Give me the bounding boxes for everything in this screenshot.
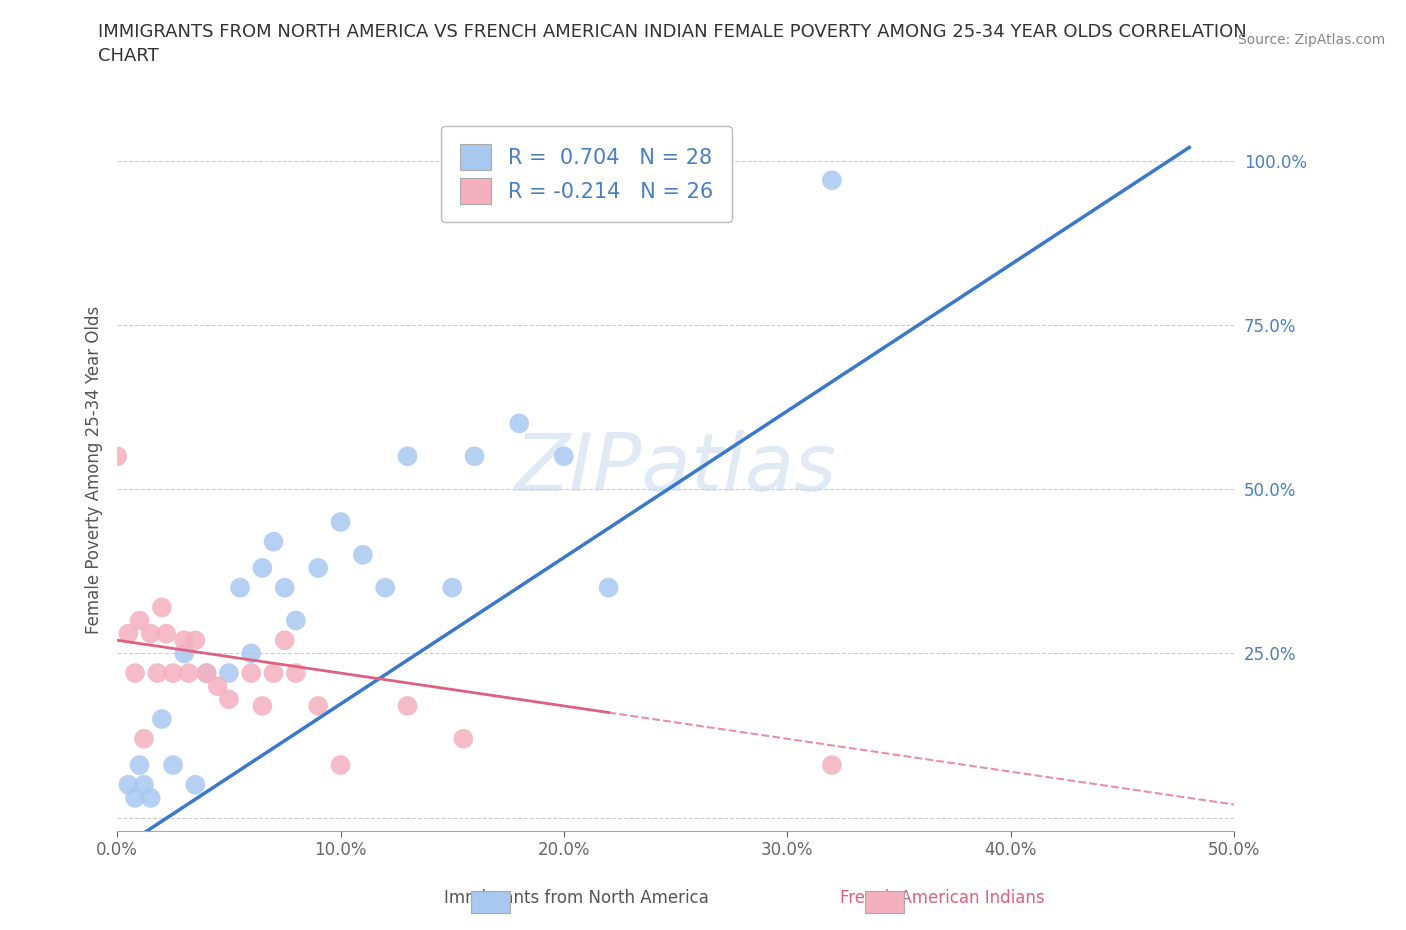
Point [240,646,263,661]
Point [162,666,184,681]
Point [441,580,464,595]
Point [173,632,195,647]
Point [329,514,352,529]
Text: Immigrants from North America: Immigrants from North America [444,889,709,907]
Point [307,698,329,713]
Point [284,666,307,681]
Point [284,613,307,628]
Text: IMMIGRANTS FROM NORTH AMERICA VS FRENCH AMERICAN INDIAN FEMALE POVERTY AMONG 25-: IMMIGRANTS FROM NORTH AMERICA VS FRENCH … [98,23,1247,65]
Point [218,666,240,681]
Y-axis label: Female Poverty Among 25-34 Year Olds: Female Poverty Among 25-34 Year Olds [86,305,103,633]
Point [128,613,150,628]
Point [124,666,146,681]
Point [207,679,229,694]
Point [195,666,218,681]
Text: ZIPatlas: ZIPatlas [515,431,837,509]
Point [821,173,844,188]
Text: French American Indians: French American Indians [839,889,1045,907]
Point [598,580,620,595]
Point [162,758,184,773]
Point [252,561,274,576]
Point [184,632,207,647]
Point [117,777,139,792]
Point [273,632,295,647]
Point [396,449,419,464]
Point [396,698,419,713]
Point [139,626,162,641]
Point [352,548,374,563]
Text: Source: ZipAtlas.com: Source: ZipAtlas.com [1237,33,1385,46]
Point [128,758,150,773]
Point [150,600,173,615]
Point [307,561,329,576]
Point [132,777,155,792]
Point [195,666,218,681]
Point [146,666,169,681]
Point [173,646,195,661]
Point [508,416,530,431]
Point [150,711,173,726]
Point [177,666,200,681]
Point [218,692,240,707]
Point [240,666,263,681]
Point [252,698,274,713]
Point [821,758,844,773]
Point [132,731,155,746]
Point [105,449,128,464]
Point [329,758,352,773]
Point [263,534,285,549]
Point [453,731,475,746]
Point [464,449,486,464]
Legend: R =  0.704   N = 28, R = -0.214   N = 26: R = 0.704 N = 28, R = -0.214 N = 26 [441,126,731,222]
Point [139,790,162,805]
Point [117,626,139,641]
Point [374,580,396,595]
Point [229,580,252,595]
Point [124,790,146,805]
Point [263,666,285,681]
Point [273,580,295,595]
Point [553,449,575,464]
Point [184,777,207,792]
Point [155,626,177,641]
